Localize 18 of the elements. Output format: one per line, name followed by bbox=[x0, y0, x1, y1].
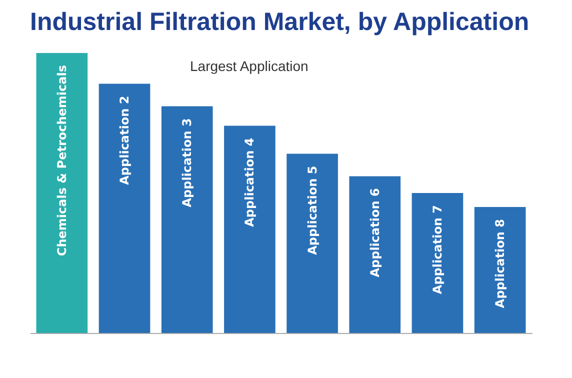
x-tick-label: Application 3 bbox=[180, 118, 194, 208]
bar bbox=[36, 53, 88, 333]
annotation: Largest Application bbox=[190, 58, 308, 74]
x-tick-label: Application 7 bbox=[430, 205, 444, 294]
bar bbox=[98, 84, 150, 333]
bar bbox=[412, 193, 464, 333]
x-tick-label: Application 2 bbox=[118, 96, 132, 185]
bar bbox=[224, 126, 276, 333]
x-tick-label: Application 8 bbox=[493, 219, 508, 308]
chart-title: Industrial Filtration Market, by Application bbox=[30, 8, 530, 36]
bar bbox=[286, 154, 338, 333]
bar bbox=[349, 176, 401, 333]
bar bbox=[161, 106, 213, 333]
x-tick-label: Application 4 bbox=[242, 138, 257, 227]
x-tick-label: Application 5 bbox=[305, 166, 320, 255]
x-tick-label: Application 6 bbox=[368, 188, 382, 278]
x-tick-label: Chemicals & Petrochemicals bbox=[54, 65, 69, 256]
bar bbox=[474, 207, 526, 333]
